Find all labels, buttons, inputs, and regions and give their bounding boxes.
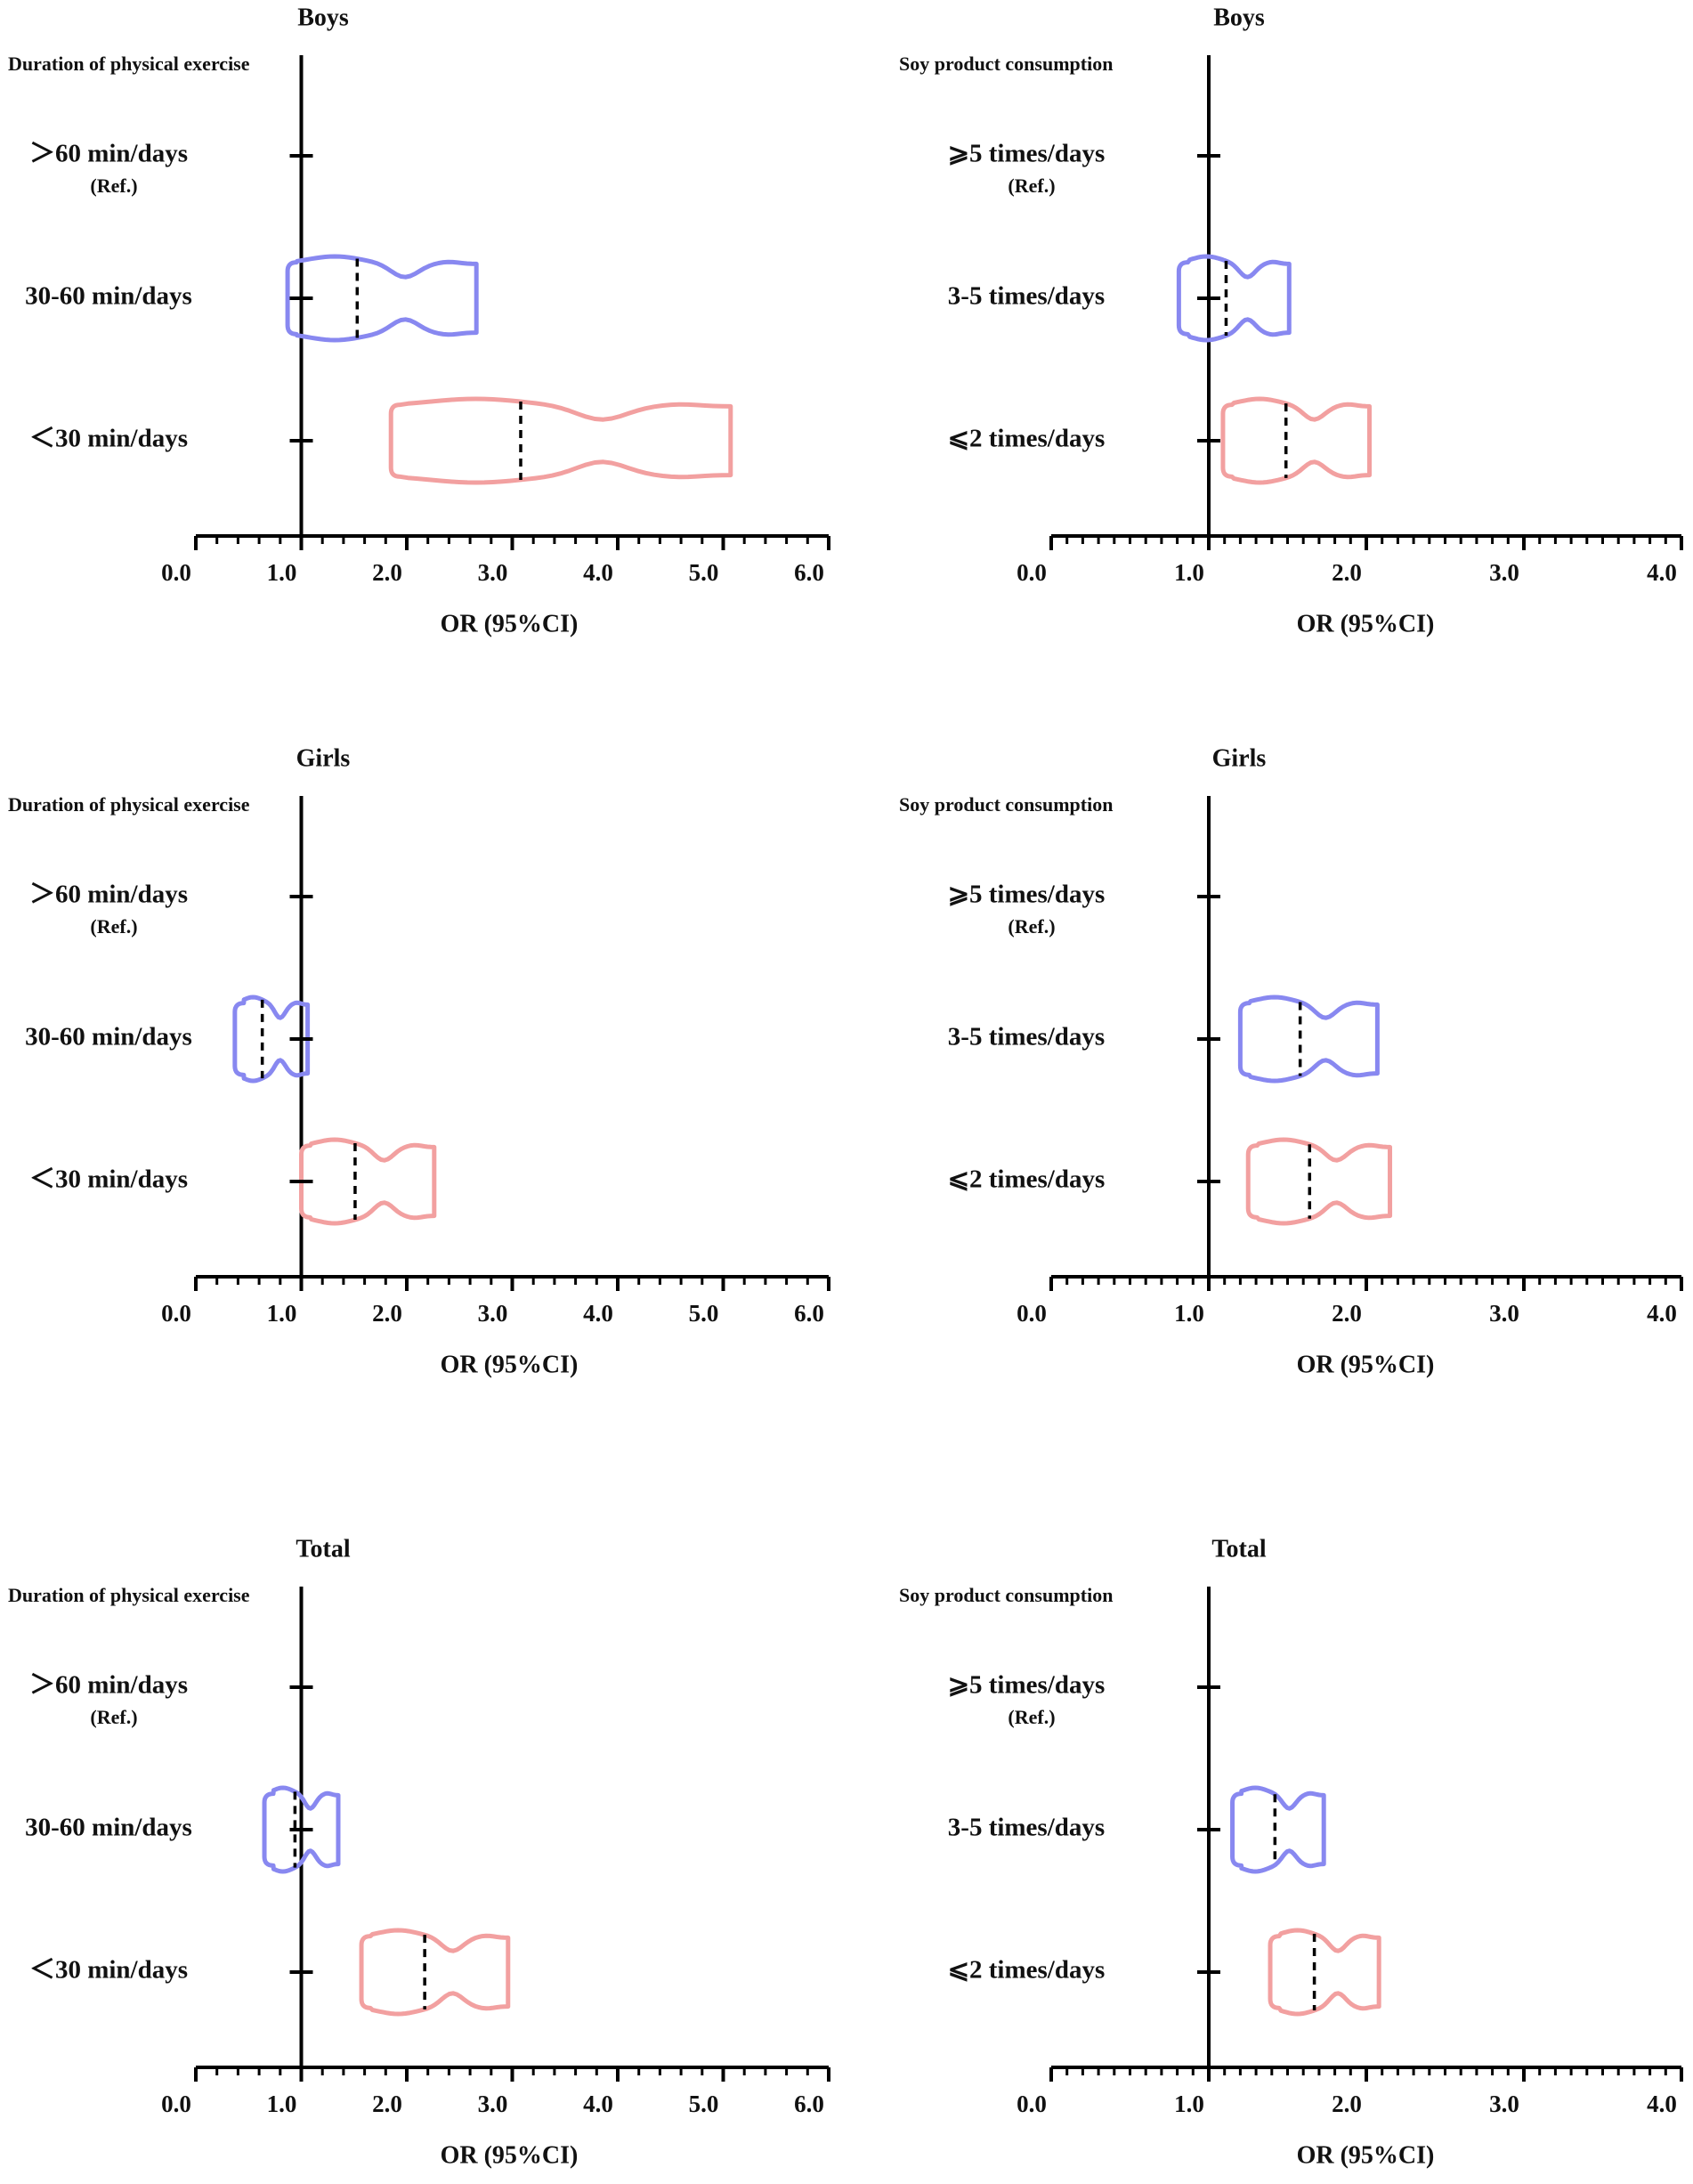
x-tick-label: 2.0 xyxy=(372,559,402,586)
x-tick-label: 3.0 xyxy=(478,2091,508,2117)
x-tick-label: 2.0 xyxy=(1332,2091,1362,2117)
panel-title: Total xyxy=(1211,1535,1266,1563)
x-tick-label: 2.0 xyxy=(372,1300,402,1327)
x-tick-label: 5.0 xyxy=(689,2091,719,2117)
category-note: (Ref.) xyxy=(1008,175,1055,197)
violin-outline xyxy=(1237,995,1380,1084)
x-axis-label: OR (95%CI) xyxy=(1297,1351,1435,1378)
panel-subtitle: Duration of physical exercise xyxy=(8,1584,250,1606)
panel-subtitle: Duration of physical exercise xyxy=(8,793,250,816)
panel-subtitle: Soy product consumption xyxy=(899,1584,1113,1606)
x-tick-label: 4.0 xyxy=(583,2091,613,2117)
x-axis-label: OR (95%CI) xyxy=(441,1351,579,1378)
x-tick-label: 6.0 xyxy=(794,559,824,586)
x-tick-label: 6.0 xyxy=(794,2091,824,2117)
violin-outline xyxy=(359,1928,511,2017)
violin-outline xyxy=(285,254,479,343)
category-note: (Ref.) xyxy=(90,915,137,938)
category-label: ⩾5 times/days xyxy=(948,1671,1106,1700)
category-label: 3-5 times/days xyxy=(948,1814,1105,1842)
violin-outline xyxy=(388,396,733,485)
violin-outline xyxy=(1245,1137,1393,1226)
x-tick-label: 1.0 xyxy=(267,1300,297,1327)
x-tick-label: 3.0 xyxy=(1489,559,1519,586)
panel-title: Boys xyxy=(297,4,349,31)
panel-title: Girls xyxy=(296,744,351,772)
x-tick-label: 1.0 xyxy=(267,559,297,586)
category-label: ＞60 min/days xyxy=(29,140,188,168)
category-label: 3-5 times/days xyxy=(948,282,1105,311)
violin-outline xyxy=(232,995,311,1084)
x-axis-label: OR (95%CI) xyxy=(1297,2141,1435,2169)
x-tick-label: 5.0 xyxy=(689,559,719,586)
category-label: 3-5 times/days xyxy=(948,1023,1105,1051)
x-tick-label: 3.0 xyxy=(478,559,508,586)
violin-outline xyxy=(1268,1928,1381,2017)
x-tick-label: 2.0 xyxy=(1332,1300,1362,1327)
x-tick-label: 2.0 xyxy=(1332,559,1362,586)
category-note: (Ref.) xyxy=(1008,915,1055,938)
category-label: 30-60 min/days xyxy=(25,1023,192,1051)
x-tick-label: 1.0 xyxy=(267,2091,297,2117)
panel-subtitle: Duration of physical exercise xyxy=(8,53,250,75)
x-tick-label: 4.0 xyxy=(1647,2091,1677,2117)
category-label: ＞60 min/days xyxy=(29,1671,188,1700)
x-tick-label: 4.0 xyxy=(583,1300,613,1327)
category-note: (Ref.) xyxy=(90,1706,137,1728)
violin-outline xyxy=(1230,1785,1326,1874)
x-tick-label: 1.0 xyxy=(1174,559,1204,586)
x-tick-label: 3.0 xyxy=(1489,1300,1519,1327)
category-label: ＜30 min/days xyxy=(29,1956,188,1985)
category-label: ＜30 min/days xyxy=(29,1165,188,1194)
x-tick-label: 3.0 xyxy=(1489,2091,1519,2117)
x-axis-label: OR (95%CI) xyxy=(441,2141,579,2169)
category-label: ⩾5 times/days xyxy=(948,881,1106,909)
panel-title: Girls xyxy=(1212,744,1267,772)
x-tick-label: 1.0 xyxy=(1174,2091,1204,2117)
x-axis-label: OR (95%CI) xyxy=(1297,610,1435,637)
category-label: ＞60 min/days xyxy=(29,881,188,909)
category-label: ＜30 min/days xyxy=(29,425,188,453)
violin-outline xyxy=(262,1785,341,1874)
x-tick-label: 6.0 xyxy=(794,1300,824,1327)
x-tick-label: 0.0 xyxy=(1017,1300,1047,1327)
x-tick-label: 0.0 xyxy=(161,2091,191,2117)
panel-title: Boys xyxy=(1213,4,1265,31)
category-note: (Ref.) xyxy=(90,175,137,197)
violin-outline xyxy=(1220,396,1373,485)
category-label: ⩽2 times/days xyxy=(948,1165,1106,1194)
x-tick-label: 4.0 xyxy=(583,559,613,586)
x-tick-label: 5.0 xyxy=(689,1300,719,1327)
x-tick-label: 4.0 xyxy=(1647,1300,1677,1327)
category-label: ⩽2 times/days xyxy=(948,1956,1106,1985)
x-tick-label: 0.0 xyxy=(1017,559,1047,586)
x-axis-label: OR (95%CI) xyxy=(441,610,579,637)
x-tick-label: 2.0 xyxy=(372,2091,402,2117)
category-label: 30-60 min/days xyxy=(25,1814,192,1842)
x-tick-label: 0.0 xyxy=(161,1300,191,1327)
violin-outline xyxy=(299,1137,437,1226)
x-tick-label: 3.0 xyxy=(478,1300,508,1327)
category-label: 30-60 min/days xyxy=(25,282,192,311)
x-tick-label: 0.0 xyxy=(1017,2091,1047,2117)
x-tick-label: 4.0 xyxy=(1647,559,1677,586)
x-tick-label: 0.0 xyxy=(161,559,191,586)
panel-subtitle: Soy product consumption xyxy=(899,793,1113,816)
panel-title: Total xyxy=(296,1535,350,1563)
category-label: ⩾5 times/days xyxy=(948,140,1106,168)
x-tick-label: 1.0 xyxy=(1174,1300,1204,1327)
violin-outline xyxy=(1176,254,1292,343)
category-note: (Ref.) xyxy=(1008,1706,1055,1728)
panel-subtitle: Soy product consumption xyxy=(899,53,1113,75)
category-label: ⩽2 times/days xyxy=(948,425,1106,453)
